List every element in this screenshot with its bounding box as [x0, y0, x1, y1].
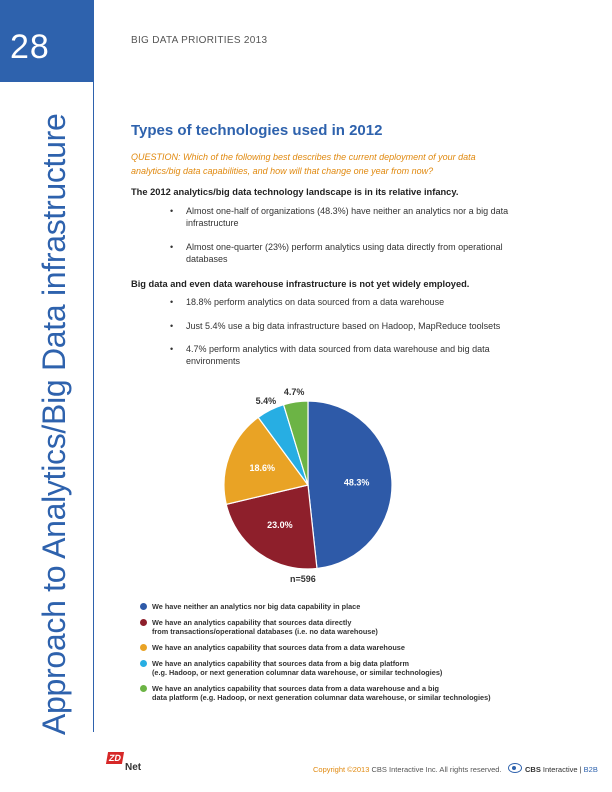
legend-text-1: We have neither an analytics nor big dat… — [152, 602, 361, 611]
pie-slice-1 — [307, 400, 393, 570]
legend-text-4: We have an analytics capability that sou… — [152, 659, 443, 677]
pie-slice-2 — [225, 484, 318, 570]
brand-interactive: Interactive | — [540, 765, 584, 774]
lead-statement-1: The 2012 analytics/big data technology l… — [131, 187, 459, 197]
copyright-prefix: Copyright ©2013 — [313, 765, 370, 774]
legend-text-5: We have an analytics capability that sou… — [152, 684, 491, 702]
bullet-1-2: Almost one-quarter (23%) perform analyti… — [170, 241, 526, 265]
page-number-box: 28 — [0, 0, 94, 82]
legend-item-3: We have an analytics capability that sou… — [140, 643, 540, 652]
legend-item-5: We have an analytics capability that sou… — [140, 684, 540, 702]
side-rule — [93, 82, 94, 732]
legend-swatch-4 — [140, 660, 147, 667]
legend-text-2: We have an analytics capability that sou… — [152, 618, 378, 636]
bullet-2-3: 4.7% perform analytics with data sourced… — [170, 343, 526, 367]
legend-item-4: We have an analytics capability that sou… — [140, 659, 540, 677]
pie-label-1: 48.3% — [344, 477, 370, 487]
chart-legend: We have neither an analytics nor big dat… — [140, 602, 540, 709]
pie-label-4: 5.4% — [256, 396, 277, 406]
legend-item-2: We have an analytics capability that sou… — [140, 618, 540, 636]
legend-item-1: We have neither an analytics nor big dat… — [140, 602, 540, 611]
lead-statement-2: Big data and even data warehouse infrast… — [131, 279, 470, 289]
legend-swatch-3 — [140, 644, 147, 651]
cbs-brand: CBS Interactive | B2B — [525, 765, 598, 774]
bullet-1-1: Almost one-half of organizations (48.3%)… — [170, 205, 526, 229]
legend-swatch-2 — [140, 619, 147, 626]
page-number: 28 — [10, 28, 50, 66]
question-text: QUESTION: Which of the following best de… — [131, 152, 476, 176]
copyright: Copyright ©2013 CBS Interactive Inc. All… — [313, 765, 502, 774]
bullet-2-2: Just 5.4% use a big data infrastructure … — [170, 320, 526, 332]
pie-slice-3 — [223, 416, 310, 506]
bullet-2-1: 18.8% perform analytics on data sourced … — [170, 296, 526, 308]
section-title: Types of technologies used in 2012 — [131, 122, 383, 139]
brand-cbs: CBS — [525, 765, 541, 774]
pie-label-3: 18.6% — [249, 463, 275, 473]
pie-label-5: 4.7% — [284, 387, 305, 397]
brand-b2b: B2B — [583, 765, 598, 774]
legend-swatch-1 — [140, 603, 147, 610]
header-label: BIG DATA PRIORITIES 2013 — [131, 35, 268, 46]
copyright-rest: CBS Interactive Inc. All rights reserved… — [369, 765, 502, 774]
logo-zd: ZD — [105, 752, 125, 764]
sample-size-label: n=596 — [290, 574, 316, 584]
pie-label-2: 23.0% — [267, 520, 293, 530]
side-title: Approach to Analytics/Big Data infrastru… — [36, 113, 72, 736]
pie-chart: 48.3% 23.0% 18.6% 5.4% 4.7% — [223, 387, 393, 570]
logo-net: Net — [125, 762, 142, 773]
legend-text-3: We have an analytics capability that sou… — [152, 643, 405, 652]
cbs-eye-icon — [508, 763, 522, 773]
legend-swatch-5 — [140, 685, 147, 692]
pie-slice-5 — [282, 400, 309, 486]
zdnet-logo: ZD Net — [105, 752, 149, 774]
